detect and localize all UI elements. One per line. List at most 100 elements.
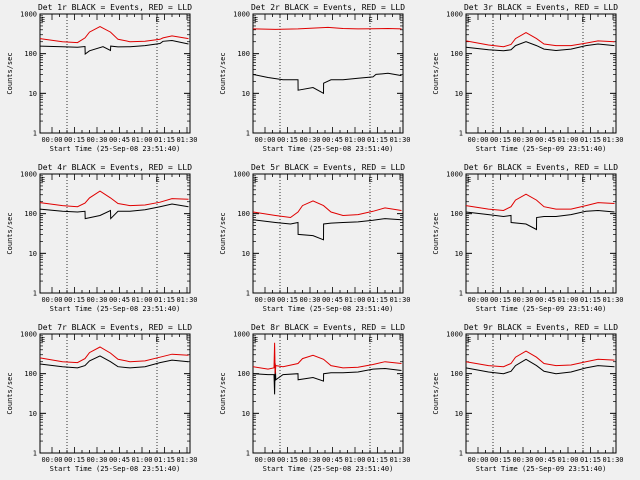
x-tick-label: 01:30 (602, 136, 623, 144)
y-tick-label: 10 (29, 410, 37, 418)
x-tick-label: 00:45 (109, 296, 130, 304)
x-axis-label: Start Time (25-Sep-08 23:51:40) (263, 305, 394, 313)
event-marker-label: E (582, 16, 586, 24)
chart-panel-1: Det 1r BLACK = Events, RED = LLD 1 10 100 10… (6, 3, 198, 153)
y-tick-label: 1 (459, 290, 463, 298)
x-tick-label: 00:15 (277, 296, 298, 304)
y-tick-label: 1 (459, 130, 463, 138)
y-tick-label: 100 (450, 210, 463, 218)
chart-title: Det 1r BLACK = Events, RED = LLD (38, 3, 192, 12)
plot-frame (252, 13, 404, 134)
x-tick-label: 01:00 (131, 136, 152, 144)
series-lld (465, 193, 615, 212)
x-tick-label: 01:30 (602, 296, 623, 304)
plot-frame (465, 13, 617, 134)
y-tick-label: 100 (24, 210, 37, 218)
y-axis-label: Counts/sec (432, 212, 440, 254)
y-tick-label: 1 (33, 130, 37, 138)
plot-frame (252, 333, 404, 454)
x-tick-label: 01:30 (389, 136, 410, 144)
series-events (465, 358, 615, 375)
event-marker-label: E (254, 176, 258, 184)
x-tick-label: 01:30 (176, 296, 197, 304)
y-tick-label: 1000 (20, 11, 37, 19)
x-tick-label: 00:30 (86, 136, 107, 144)
x-tick-label: 00:30 (299, 136, 320, 144)
series-lld (39, 26, 189, 44)
y-tick-label: 100 (237, 210, 250, 218)
y-tick-label: 1000 (446, 11, 463, 19)
x-axis-label: Start Time (25-Sep-08 23:51:40) (50, 145, 181, 153)
y-tick-label: 1 (33, 450, 37, 458)
y-tick-label: 100 (24, 370, 37, 378)
event-marker-label: E (254, 16, 258, 24)
y-tick-label: 100 (237, 50, 250, 58)
event-marker-label: E (41, 16, 45, 24)
x-tick-label: 00:15 (490, 296, 511, 304)
y-tick-label: 10 (29, 90, 37, 98)
event-marker-label: E (582, 176, 586, 184)
x-tick-label: 00:00 (467, 456, 488, 464)
y-tick-label: 10 (29, 250, 37, 258)
x-tick-label: 00:30 (86, 456, 107, 464)
x-tick-label: 01:15 (154, 136, 175, 144)
chart-title: Det 2r BLACK = Events, RED = LLD (251, 3, 405, 12)
x-tick-label: 01:15 (580, 456, 601, 464)
x-tick-label: 00:00 (41, 456, 62, 464)
y-tick-label: 1 (246, 290, 250, 298)
x-tick-label: 00:45 (535, 136, 556, 144)
chart-title: Det 7r BLACK = Events, RED = LLD (38, 323, 192, 332)
event-marker-label: E (156, 16, 160, 24)
y-tick-label: 1000 (233, 171, 250, 179)
x-tick-label: 00:00 (254, 296, 275, 304)
event-marker-label: E (41, 336, 45, 344)
x-tick-label: 01:30 (389, 456, 410, 464)
x-tick-label: 01:00 (557, 456, 578, 464)
x-tick-label: 01:30 (176, 136, 197, 144)
y-tick-label: 10 (242, 250, 250, 258)
x-tick-label: 00:00 (467, 296, 488, 304)
event-marker-label: E (369, 16, 373, 24)
x-tick-label: 00:15 (277, 136, 298, 144)
x-tick-label: 00:00 (41, 296, 62, 304)
plot-frame (252, 173, 404, 294)
y-axis-label: Counts/sec (219, 52, 227, 94)
chart-panel-3: Det 3r BLACK = Events, RED = LLD 1 10 100 10… (432, 3, 624, 153)
chart-title: Det 5r BLACK = Events, RED = LLD (251, 163, 405, 172)
series-lld (252, 342, 402, 374)
series-events (252, 72, 402, 95)
series-events (39, 203, 189, 220)
x-axis-label: Start Time (25-Sep-08 23:51:40) (263, 145, 394, 153)
y-tick-label: 1 (246, 450, 250, 458)
y-tick-label: 10 (455, 90, 463, 98)
y-tick-label: 1000 (446, 171, 463, 179)
y-tick-label: 100 (450, 370, 463, 378)
x-tick-label: 00:30 (299, 296, 320, 304)
series-lld (39, 346, 189, 364)
event-marker-label: E (156, 176, 160, 184)
chart-panel-9: Det 9r BLACK = Events, RED = LLD 1 10 100 10… (432, 323, 624, 473)
plot-frame (39, 173, 191, 294)
series-events (39, 355, 189, 369)
x-tick-label: 00:00 (467, 136, 488, 144)
series-events (252, 218, 402, 241)
x-tick-label: 01:00 (557, 296, 578, 304)
y-tick-label: 1000 (20, 171, 37, 179)
y-tick-label: 1 (33, 290, 37, 298)
y-tick-label: 10 (455, 250, 463, 258)
y-axis-label: Counts/sec (6, 372, 14, 414)
series-events (39, 39, 189, 55)
chart-panel-6: Det 6r BLACK = Events, RED = LLD 1 10 100 10… (432, 163, 624, 313)
y-axis-label: Counts/sec (432, 372, 440, 414)
x-tick-label: 01:00 (557, 136, 578, 144)
plot-frame (465, 333, 617, 454)
x-axis-label: Start Time (25-Sep-09 23:51:40) (476, 145, 607, 153)
series-lld (252, 26, 402, 30)
chart-title: Det 9r BLACK = Events, RED = LLD (464, 323, 618, 332)
x-tick-label: 00:15 (490, 456, 511, 464)
y-tick-label: 1000 (233, 331, 250, 339)
series-lld (465, 32, 615, 48)
x-tick-label: 00:00 (41, 136, 62, 144)
x-axis-label: Start Time (25-Sep-09 23:51:40) (476, 305, 607, 313)
